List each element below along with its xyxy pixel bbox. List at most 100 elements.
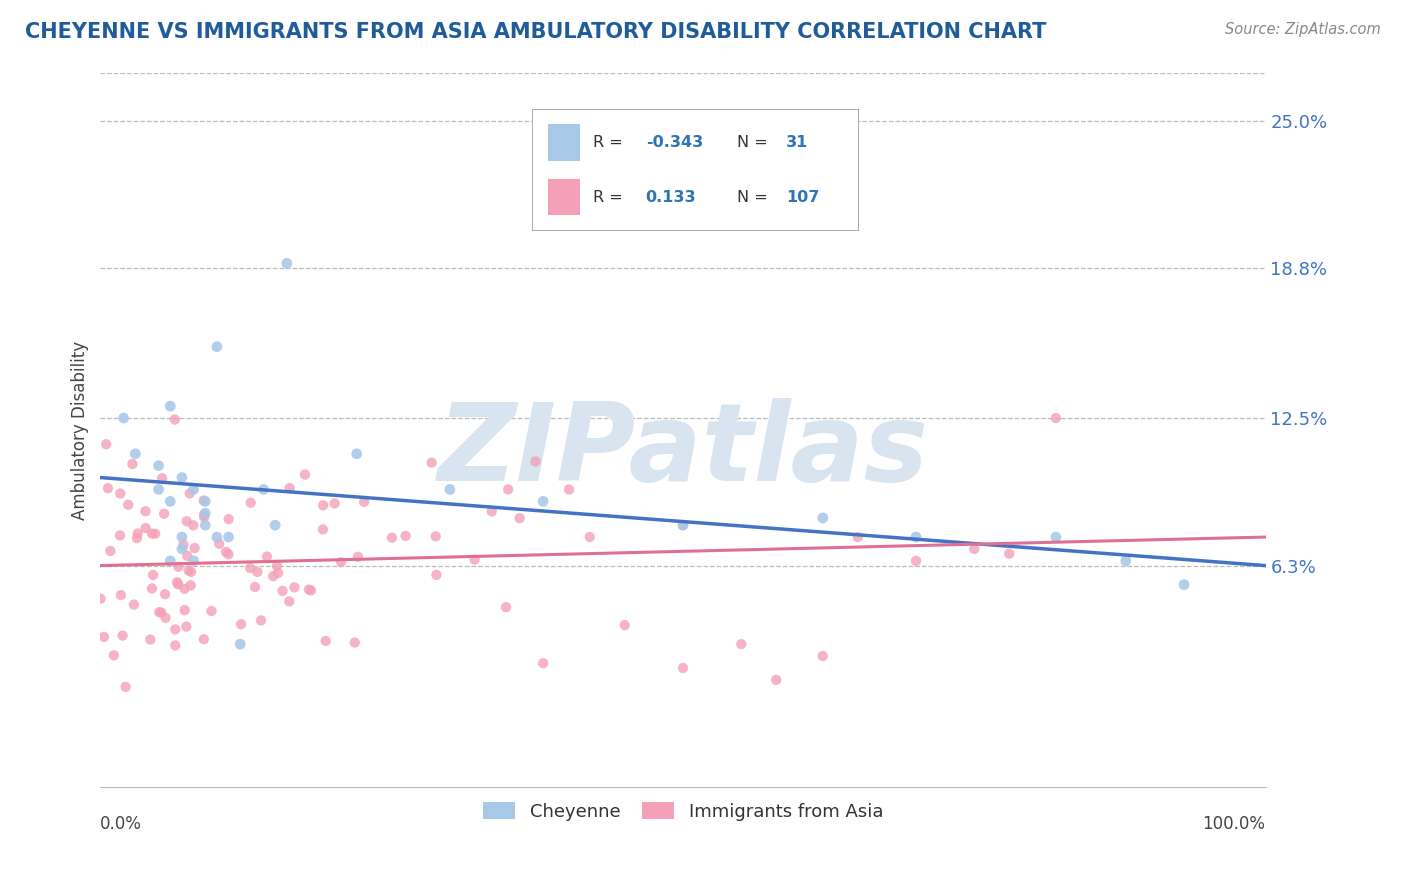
Point xyxy=(353,495,375,509)
Point xyxy=(846,530,869,544)
Point xyxy=(165,639,187,653)
Point xyxy=(229,617,252,632)
Point xyxy=(194,494,217,508)
Point xyxy=(112,411,135,425)
Point xyxy=(193,632,215,647)
Point xyxy=(672,518,695,533)
Point xyxy=(278,481,301,495)
Point xyxy=(200,604,222,618)
Point xyxy=(143,526,166,541)
Point xyxy=(283,581,305,595)
Point xyxy=(108,528,131,542)
Point xyxy=(180,578,202,592)
Point xyxy=(170,470,193,484)
Point xyxy=(173,582,195,596)
Point xyxy=(103,648,125,663)
Point xyxy=(193,508,215,522)
Point xyxy=(114,680,136,694)
Point xyxy=(524,454,547,468)
Point xyxy=(141,526,163,541)
Point xyxy=(194,506,217,520)
Point xyxy=(250,614,273,628)
Point xyxy=(155,611,177,625)
Point xyxy=(905,530,928,544)
Point xyxy=(262,569,284,583)
Point xyxy=(811,511,834,525)
Point xyxy=(217,547,239,561)
Point xyxy=(963,541,986,556)
Point xyxy=(346,447,368,461)
Point xyxy=(117,498,139,512)
Point xyxy=(672,518,695,533)
Point xyxy=(97,481,120,495)
Point xyxy=(243,580,266,594)
Point xyxy=(167,577,190,591)
Point xyxy=(194,518,217,533)
Point xyxy=(464,552,486,566)
Point xyxy=(172,538,194,552)
Point xyxy=(141,582,163,596)
Point xyxy=(193,510,215,524)
Point xyxy=(215,545,238,559)
Point xyxy=(267,566,290,580)
Point xyxy=(174,620,197,634)
Text: Source: ZipAtlas.com: Source: ZipAtlas.com xyxy=(1225,22,1381,37)
Legend: Cheyenne, Immigrants from Asia: Cheyenne, Immigrants from Asia xyxy=(475,795,890,828)
Point xyxy=(100,544,122,558)
Point xyxy=(811,648,834,663)
Point xyxy=(509,511,531,525)
Point xyxy=(294,467,316,482)
Point xyxy=(278,594,301,608)
Point xyxy=(425,529,447,543)
Point xyxy=(496,483,519,497)
Point xyxy=(159,554,181,568)
Point xyxy=(439,483,461,497)
Point xyxy=(150,471,173,485)
Point xyxy=(299,583,322,598)
Point xyxy=(343,635,366,649)
Text: ZIPatlas: ZIPatlas xyxy=(437,399,928,504)
Point xyxy=(271,583,294,598)
Point xyxy=(741,197,763,211)
Point xyxy=(905,554,928,568)
Point xyxy=(323,496,346,510)
Point xyxy=(239,496,262,510)
Point xyxy=(176,549,198,563)
Point xyxy=(1173,577,1195,591)
Point xyxy=(148,605,170,619)
Point xyxy=(347,549,370,564)
Point xyxy=(139,632,162,647)
Point xyxy=(558,483,581,497)
Point xyxy=(135,504,157,518)
Point xyxy=(96,437,118,451)
Point xyxy=(425,567,447,582)
Point xyxy=(93,630,115,644)
Point xyxy=(173,603,195,617)
Point xyxy=(229,637,252,651)
Point xyxy=(122,598,145,612)
Point xyxy=(276,256,298,270)
Point xyxy=(266,558,288,573)
Point xyxy=(183,541,205,555)
Point xyxy=(148,483,170,497)
Text: CHEYENNE VS IMMIGRANTS FROM ASIA AMBULATORY DISABILITY CORRELATION CHART: CHEYENNE VS IMMIGRANTS FROM ASIA AMBULAT… xyxy=(25,22,1046,42)
Point xyxy=(159,399,181,413)
Point xyxy=(135,521,157,535)
Point xyxy=(153,587,176,601)
Point xyxy=(531,656,554,670)
Point xyxy=(420,456,443,470)
Point xyxy=(193,493,215,508)
Y-axis label: Ambulatory Disability: Ambulatory Disability xyxy=(72,341,89,519)
Point xyxy=(153,507,176,521)
Text: 100.0%: 100.0% xyxy=(1202,815,1265,833)
Point xyxy=(111,629,134,643)
Point xyxy=(110,588,132,602)
Point xyxy=(315,633,337,648)
Point xyxy=(183,483,205,497)
Point xyxy=(246,565,269,579)
Point xyxy=(312,499,335,513)
Point xyxy=(578,530,600,544)
Point xyxy=(183,554,205,568)
Point xyxy=(148,458,170,473)
Point xyxy=(765,673,787,687)
